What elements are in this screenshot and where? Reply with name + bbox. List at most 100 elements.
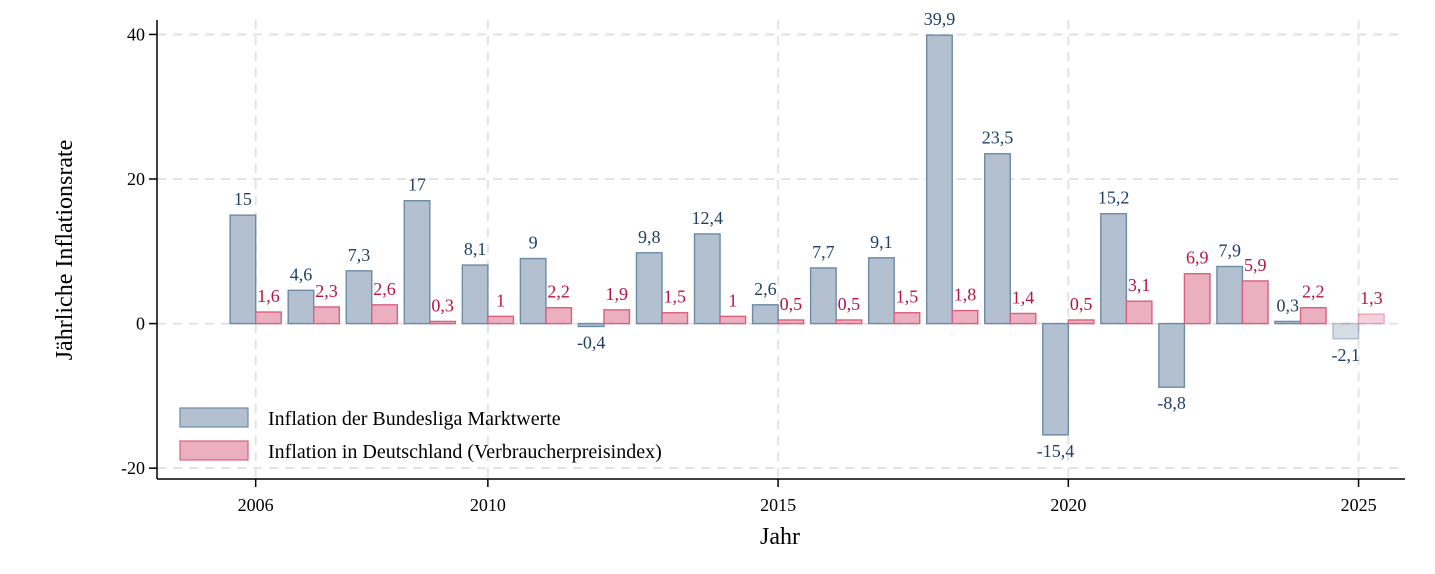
y-tick-label-1: 20 bbox=[127, 169, 145, 189]
bar-s1-2014 bbox=[719, 315, 747, 325]
data-label-s0-2010: 8,1 bbox=[464, 239, 487, 259]
bar-s1-2008 bbox=[371, 304, 399, 325]
bar-s1-2011 bbox=[545, 306, 573, 325]
data-label-s1-2017: 1,5 bbox=[896, 287, 919, 307]
bar-s0-2013 bbox=[635, 252, 663, 325]
bar-s0-2009 bbox=[403, 200, 431, 325]
data-label-s0-2009: 17 bbox=[408, 175, 426, 195]
data-label-s1-2022: 6,9 bbox=[1186, 248, 1209, 268]
x-tick-label-4: 2025 bbox=[1341, 495, 1377, 515]
bar-s0-2024 bbox=[1274, 320, 1302, 325]
bar-s1-2023 bbox=[1241, 280, 1269, 325]
data-label-s1-2011: 2,2 bbox=[547, 282, 570, 302]
x-tick-label-0: 2006 bbox=[238, 495, 274, 515]
legend-label-bundesliga: Inflation der Bundesliga Marktwerte bbox=[268, 408, 561, 430]
data-label-s0-2006: 15 bbox=[234, 189, 252, 209]
bar-s1-2016 bbox=[835, 319, 863, 325]
data-label-s0-2015: 2,6 bbox=[754, 279, 777, 299]
data-label-s0-2022: -8,8 bbox=[1157, 393, 1186, 413]
bar-s0-2017 bbox=[867, 257, 895, 325]
bar-s0-2008 bbox=[345, 270, 373, 325]
data-label-s1-2020: 0,5 bbox=[1070, 294, 1093, 314]
legend-swatch-vpi bbox=[179, 440, 249, 461]
data-label-s1-2006: 1,6 bbox=[257, 286, 280, 306]
bar-s0-2006 bbox=[229, 214, 257, 325]
bar-s1-2015 bbox=[777, 319, 805, 325]
axes: 40 20 0 -20 2006 2010 2015 2020 2025 bbox=[121, 20, 1405, 515]
data-label-s1-2012: 1,9 bbox=[605, 284, 628, 304]
data-label-s1-2007: 2,3 bbox=[315, 281, 338, 301]
data-labels: 15 4,6 7,3 17 8,1 9 -0,4 9,8 12,4 2,6 7,7 9,1 39,9 23… bbox=[234, 9, 1383, 461]
bar-s1-2020 bbox=[1067, 319, 1095, 325]
bar-s0-2025 bbox=[1332, 322, 1360, 340]
data-label-s0-2018: 39,9 bbox=[924, 9, 956, 29]
data-label-s1-2018: 1,8 bbox=[954, 285, 977, 305]
data-label-s1-2023: 5,9 bbox=[1244, 255, 1267, 275]
data-label-s0-2013: 9,8 bbox=[638, 227, 661, 247]
bar-s0-2019 bbox=[984, 153, 1011, 325]
data-label-s0-2019: 23,5 bbox=[982, 128, 1014, 148]
bar-s1-2009 bbox=[429, 320, 457, 325]
data-label-s0-2014: 12,4 bbox=[692, 208, 724, 228]
x-axis-title: Jahr bbox=[760, 524, 800, 550]
bar-s1-2019 bbox=[1009, 312, 1037, 325]
data-label-s1-2025: 1,3 bbox=[1360, 288, 1383, 308]
x-tick-label-1: 2010 bbox=[470, 495, 506, 515]
data-label-s0-2017: 9,1 bbox=[870, 232, 893, 252]
data-label-s0-2025: -2,1 bbox=[1332, 345, 1361, 365]
bar-s1-2006 bbox=[254, 311, 282, 325]
bar-s1-2025 bbox=[1357, 313, 1385, 325]
bar-s0-2018 bbox=[925, 34, 953, 325]
data-label-s1-2021: 3,1 bbox=[1128, 275, 1151, 295]
bar-s0-2022 bbox=[1158, 322, 1186, 388]
bar-s1-2022 bbox=[1183, 273, 1211, 325]
bar-s0-2020 bbox=[1042, 322, 1070, 436]
bar-s1-2010 bbox=[487, 315, 515, 325]
data-label-s0-2011: 9 bbox=[529, 233, 538, 253]
y-tick-label-0: 40 bbox=[127, 24, 145, 44]
x-tick-label-2: 2015 bbox=[760, 495, 796, 515]
data-label-s1-2015: 0,5 bbox=[780, 294, 803, 314]
data-label-s1-2010: 1 bbox=[496, 290, 505, 310]
data-label-s0-2016: 7,7 bbox=[812, 242, 835, 262]
bar-s0-2021 bbox=[1100, 213, 1128, 325]
data-label-s0-2020: -15,4 bbox=[1037, 441, 1075, 461]
bar-s0-2011 bbox=[519, 257, 547, 325]
y-axis-title: Jährliche Inflationsrate bbox=[52, 140, 78, 361]
data-label-s0-2008: 7,3 bbox=[348, 245, 371, 265]
data-label-s1-2013: 1,5 bbox=[664, 287, 687, 307]
data-label-s1-2009: 0,3 bbox=[431, 295, 454, 315]
data-label-s1-2008: 2,6 bbox=[373, 279, 396, 299]
bar-s0-2007 bbox=[287, 289, 315, 325]
bar-s0-2014 bbox=[693, 233, 721, 325]
bar-s0-2012 bbox=[577, 322, 605, 328]
data-label-s1-2019: 1,4 bbox=[1012, 287, 1035, 307]
bar-s0-2023 bbox=[1216, 265, 1244, 325]
bars bbox=[229, 34, 1385, 436]
data-label-s0-2023: 7,9 bbox=[1218, 240, 1241, 260]
data-label-s0-2021: 15,2 bbox=[1098, 188, 1130, 208]
y-tick-label-3: -20 bbox=[121, 458, 145, 478]
bar-s0-2015 bbox=[751, 304, 779, 325]
data-label-s1-2024: 2,2 bbox=[1302, 282, 1325, 302]
bar-s1-2021 bbox=[1125, 300, 1153, 325]
legend-label-vpi: Inflation in Deutschland (Verbraucherpre… bbox=[268, 441, 662, 463]
data-label-s0-2007: 4,6 bbox=[290, 264, 313, 284]
x-tick-label-3: 2020 bbox=[1050, 495, 1086, 515]
data-label-s0-2024: 0,3 bbox=[1276, 295, 1299, 315]
data-label-s1-2016: 0,5 bbox=[838, 294, 861, 314]
bar-s1-2012 bbox=[603, 309, 631, 325]
bar-s0-2016 bbox=[809, 267, 837, 325]
bar-s0-2010 bbox=[461, 264, 489, 325]
bar-s1-2013 bbox=[661, 312, 689, 325]
data-label-s1-2014: 1 bbox=[728, 290, 737, 310]
bar-s1-2018 bbox=[951, 309, 979, 325]
data-label-s0-2012: -0,4 bbox=[577, 332, 606, 352]
bar-s1-2017 bbox=[893, 312, 921, 325]
legend: Inflation der Bundesliga Marktwerte Infl… bbox=[179, 407, 662, 463]
bar-s1-2024 bbox=[1299, 306, 1327, 325]
legend-swatch-bundesliga bbox=[179, 407, 249, 428]
bar-s1-2007 bbox=[313, 306, 340, 325]
y-tick-label-2: 0 bbox=[136, 314, 145, 334]
